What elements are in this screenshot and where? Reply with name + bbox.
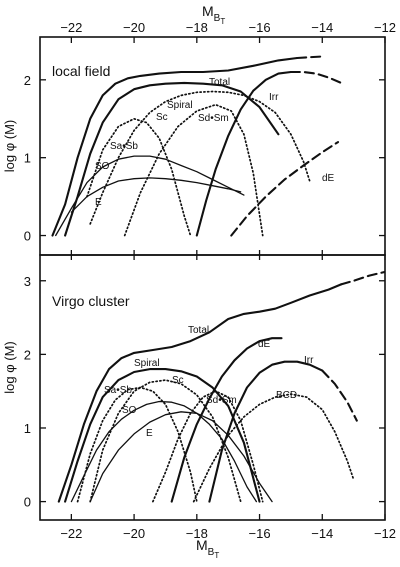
series-line-spiral	[64, 81, 280, 237]
y-tick-label: 3	[24, 274, 31, 289]
y-axis-label: log φ (M)	[2, 341, 17, 394]
bottom-axis-label: MBT	[196, 537, 219, 560]
series-label-total: Total	[188, 325, 209, 336]
series-label-de: dE	[258, 339, 271, 350]
top-axis-label: MBT	[202, 3, 225, 26]
y-tick-label: 2	[24, 73, 31, 88]
series-line-irr	[321, 369, 358, 422]
x-tick-label: −22	[60, 20, 82, 35]
panel-title: local field	[52, 63, 110, 79]
series-label-sc: Sc	[156, 112, 168, 123]
x-tick-label: −20	[123, 20, 145, 35]
y-tick-label: 2	[24, 347, 31, 362]
series-label-sa-sb: Sa•Sb	[104, 385, 132, 396]
x-tick-label: −20	[123, 526, 145, 541]
series-line-irr	[289, 70, 343, 84]
series-line-irr	[195, 70, 292, 237]
series-label-e: E	[146, 428, 153, 439]
series-line-e	[89, 411, 273, 503]
x-tick-label: −22	[60, 526, 82, 541]
series-label-irr: Irr	[304, 355, 314, 366]
series-line-total	[296, 55, 324, 60]
x-tick-label: −14	[311, 526, 333, 541]
series-label-sd-sm: Sd•Sm	[198, 113, 229, 124]
series-line-spiral	[64, 368, 261, 503]
x-tick-label: −18	[186, 20, 208, 35]
series-label-spiral: Spiral	[167, 100, 193, 111]
y-axis-label: log φ (M)	[2, 120, 17, 173]
series-line-total	[57, 283, 343, 503]
series-line-e	[70, 177, 242, 213]
y-tick-label: 1	[24, 421, 31, 436]
series-label-spiral: Spiral	[134, 358, 160, 369]
y-tick-label: 0	[24, 229, 31, 244]
series-line-total	[51, 56, 299, 237]
series-line-de	[230, 141, 340, 237]
series-line-sd-sm	[123, 103, 264, 237]
local-field-panel: −22 −20 −18 −16 −14 −12 0 1 2 log φ (M) local fiel…	[2, 20, 396, 256]
series-label-sd-sm: Sd•Sm	[206, 395, 237, 406]
series-label-irr: Irr	[269, 92, 279, 103]
series-line-de	[170, 337, 283, 503]
series-line-sa-sb	[86, 117, 192, 237]
series-label-de: dE	[322, 173, 335, 184]
series-label-sc: Sc	[172, 375, 184, 386]
series-label-total: Total	[209, 77, 230, 88]
panel-frame	[39, 254, 386, 521]
series-line-sd-sm	[152, 390, 264, 503]
series-label-so: SO	[95, 161, 110, 172]
series-label-sa-sb: Sa•Sb	[110, 141, 138, 152]
series-line-bcd	[192, 393, 355, 503]
series-line-irr	[208, 360, 324, 503]
series-line-total	[340, 270, 385, 286]
series-label-e: E	[95, 197, 102, 208]
series-label-bcd: BCD	[276, 390, 297, 401]
y-tick-label: 1	[24, 151, 31, 166]
series-label-so: SO	[122, 405, 137, 416]
x-tick-label: −16	[249, 526, 271, 541]
series-line-sc	[89, 90, 311, 225]
virgo-cluster-panel: −22 −20 −18 −16 −14 −12 0 1 2 3 log φ (M) Virgo clu…	[2, 254, 396, 541]
panel-title: Virgo cluster	[52, 293, 130, 309]
x-tick-label: −12	[374, 526, 396, 541]
series-line-so	[70, 400, 258, 503]
x-tick-label: −18	[186, 526, 208, 541]
x-tick-label: −14	[311, 20, 333, 35]
x-tick-label: −12	[374, 20, 396, 35]
x-tick-label: −16	[249, 20, 271, 35]
y-tick-label: 0	[24, 495, 31, 510]
series-line-sc	[89, 379, 242, 503]
series-line-sa-sb	[76, 386, 198, 503]
